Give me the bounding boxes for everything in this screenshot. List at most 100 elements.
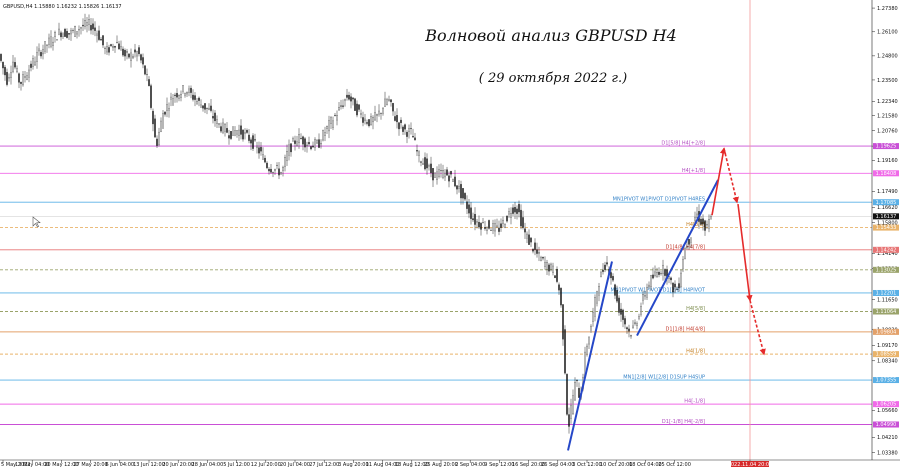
time-tick-label: 13 Jun 12:00: [133, 462, 165, 468]
candle-body: [30, 63, 32, 68]
candle-body: [612, 276, 614, 281]
time-tick-label: 26 Sep 04:00: [541, 462, 574, 468]
candle-body: [332, 120, 334, 128]
candle-body: [184, 93, 186, 96]
price-tick-label: 1.19160: [877, 158, 898, 164]
candle-body: [496, 225, 498, 227]
candle-body: [530, 237, 532, 243]
level-price-tag-label: 1.04990: [876, 422, 897, 428]
time-tick-label: 28 Jun 04:00: [192, 462, 224, 468]
price-tick-label: 1.27380: [877, 6, 898, 12]
candle-body: [442, 170, 444, 178]
candle-body: [676, 289, 678, 290]
candle-body: [436, 171, 438, 180]
candle-body: [550, 263, 552, 270]
candle-body: [162, 113, 164, 129]
candle-body: [460, 184, 462, 199]
candle-body: [384, 98, 386, 107]
candle-body: [298, 134, 300, 144]
candle-body: [150, 85, 152, 108]
candle-body: [280, 172, 282, 175]
candle-body: [124, 49, 126, 57]
level-price-tag: [873, 170, 899, 177]
current-price-tag-label: 1.16137: [876, 214, 897, 220]
candle-body: [294, 140, 296, 144]
candle-body: [368, 119, 370, 127]
candle-body: [552, 265, 554, 273]
level-price-tag-label: 1.13025: [876, 267, 897, 273]
time-tick-label: 10 Oct 20:00: [600, 462, 633, 468]
candle-body: [200, 104, 202, 108]
level-label: H4[+1/8]: [682, 168, 705, 174]
candle-body: [466, 201, 468, 209]
candle-body: [260, 147, 262, 152]
candle-body: [602, 269, 604, 272]
candle-body: [370, 116, 372, 125]
candle-body: [652, 274, 654, 279]
candle-body: [158, 131, 160, 145]
time-tick-label: 18 Aug 12:00: [395, 462, 429, 468]
time-tick-label: 3 Aug 20:00: [338, 462, 369, 468]
candle-body: [424, 157, 426, 170]
price-tick-label: 1.23500: [877, 78, 898, 84]
candle-body: [410, 128, 412, 130]
time-tick-label: 9 Sep 12:00: [484, 462, 514, 468]
level-price-tag: [873, 377, 899, 384]
candle-body: [208, 108, 210, 110]
candle-body: [522, 217, 524, 228]
candle-body: [144, 65, 146, 75]
candle-body: [422, 163, 424, 165]
candle-body: [342, 105, 344, 107]
candle-body: [654, 271, 656, 276]
candle-body: [204, 103, 206, 110]
forecast-solid-arrow: [737, 203, 753, 302]
candle-body: [674, 283, 676, 288]
candle-body: [564, 329, 566, 374]
candle-body: [80, 27, 82, 29]
candle-body: [136, 51, 138, 57]
candle-body: [52, 41, 54, 46]
candle-body: [386, 99, 388, 105]
candle-body: [50, 36, 52, 47]
candle-body: [172, 98, 174, 106]
chart-subtitle: ( 29 октября 2022 г.): [479, 71, 627, 86]
candle-body: [358, 104, 360, 110]
candle-body: [616, 290, 618, 302]
candle-body: [438, 169, 440, 177]
candle-body: [142, 57, 144, 65]
level-price-tag: [873, 421, 899, 428]
candle-body: [594, 297, 596, 317]
candle-body: [486, 227, 488, 231]
candle-body: [328, 120, 330, 132]
candle-body: [420, 161, 422, 163]
candle-body: [182, 85, 184, 92]
candle-body: [118, 43, 120, 50]
price-tick-label: 1.26100: [877, 30, 898, 36]
level-price-tag: [873, 308, 899, 315]
candle-body: [24, 76, 26, 78]
candle-body: [230, 131, 232, 139]
candle-body: [448, 175, 450, 182]
candle-body: [394, 116, 396, 121]
candle-body: [314, 139, 316, 148]
candle-body: [282, 166, 284, 171]
candle-body: [258, 147, 260, 154]
level-price-tag: [873, 224, 899, 231]
candle-body: [106, 46, 108, 53]
candle-body: [426, 158, 428, 169]
candle-body: [492, 223, 494, 231]
price-tick-label: 1.09170: [877, 343, 898, 349]
candle-body: [618, 297, 620, 313]
time-tick-label: 11 Aug 04:00: [366, 462, 400, 468]
candle-body: [82, 24, 84, 27]
candle-body: [268, 168, 270, 172]
candle-body: [572, 395, 574, 414]
candle-body: [238, 129, 240, 136]
candle-body: [122, 48, 124, 56]
candle-body: [6, 72, 8, 85]
candle-body: [220, 126, 222, 132]
candle-body: [302, 136, 304, 145]
level-price-tag-label: 1.12201: [876, 291, 897, 297]
candle-body: [340, 105, 342, 107]
